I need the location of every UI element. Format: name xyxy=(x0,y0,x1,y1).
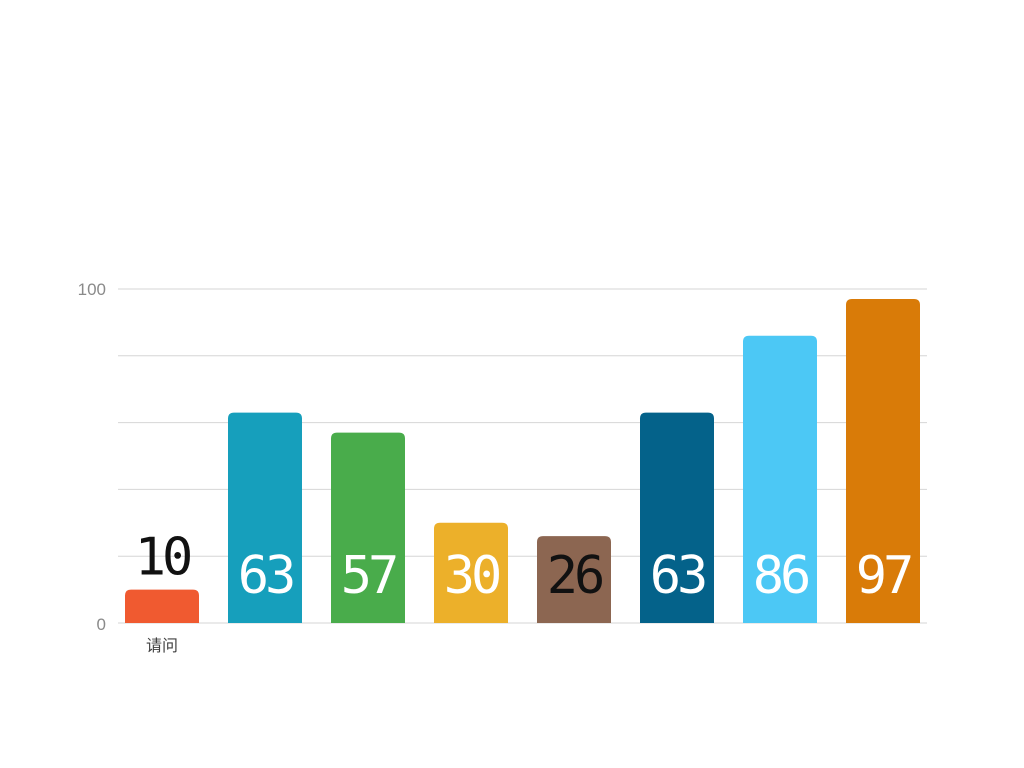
y-tick-label-100: 100 xyxy=(78,280,106,299)
value-label-7: 97 xyxy=(856,546,911,606)
value-label-2: 57 xyxy=(341,546,396,606)
bar-1 xyxy=(228,412,302,623)
bar-5 xyxy=(640,412,714,623)
value-label-4: 26 xyxy=(547,546,602,606)
value-label-5: 63 xyxy=(650,546,705,606)
y-tick-label-0: 0 xyxy=(97,615,106,634)
bar-4 xyxy=(537,536,611,623)
value-label-6: 86 xyxy=(753,546,808,606)
bar-0 xyxy=(125,589,199,623)
bar-7 xyxy=(846,299,920,623)
bar-2 xyxy=(331,432,405,623)
bars xyxy=(125,299,920,623)
value-label-1: 63 xyxy=(238,546,293,606)
category-label-0: 请问 xyxy=(146,636,178,655)
value-label-0: 10 xyxy=(135,528,190,588)
labels: 10 请问 63 57 30 26 63 86 97 xyxy=(135,528,915,655)
bar-3 xyxy=(434,522,508,623)
value-label-3: 30 xyxy=(444,546,499,606)
bar-6 xyxy=(743,335,817,623)
